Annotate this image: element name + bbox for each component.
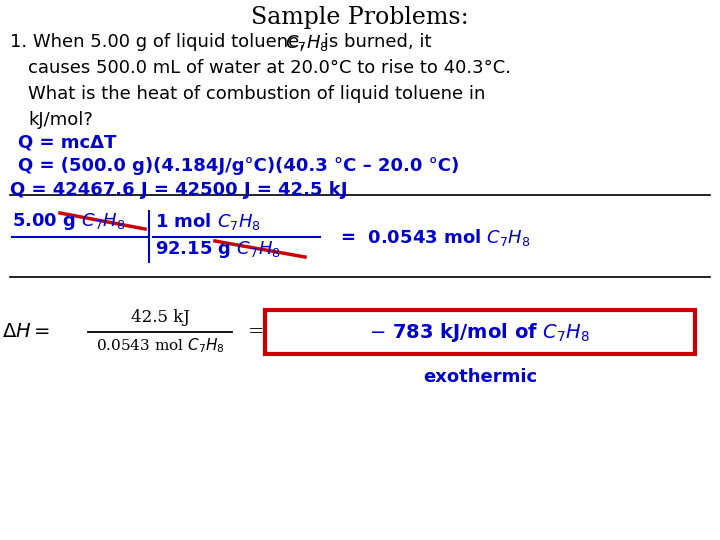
- Text: exothermic: exothermic: [423, 368, 537, 386]
- Text: is burned, it: is burned, it: [318, 33, 431, 51]
- Text: Q = 42467.6 J = 42500 J = 42.5 kJ: Q = 42467.6 J = 42500 J = 42.5 kJ: [10, 181, 348, 199]
- Text: Q = (500.0 g)(4.184J/g°C)(40.3 °C – 20.0 °C): Q = (500.0 g)(4.184J/g°C)(40.3 °C – 20.0…: [18, 157, 459, 175]
- Text: 5.00 g $C_7H_8$: 5.00 g $C_7H_8$: [12, 211, 126, 232]
- Text: Q = mcΔT: Q = mcΔT: [18, 133, 117, 151]
- Text: =: =: [248, 323, 264, 341]
- Text: Sample Problems:: Sample Problems:: [251, 6, 469, 29]
- Text: $\Delta H =$: $\Delta H =$: [2, 323, 50, 341]
- Text: causes 500.0 mL of water at 20.0°C to rise to 40.3°C.: causes 500.0 mL of water at 20.0°C to ri…: [28, 59, 511, 77]
- Text: 42.5 kJ: 42.5 kJ: [130, 309, 189, 327]
- Text: $C_7H_8$: $C_7H_8$: [285, 33, 329, 53]
- Text: 1 mol $C_7H_8$: 1 mol $C_7H_8$: [155, 211, 261, 232]
- Text: 92.15 g $C_7H_8$: 92.15 g $C_7H_8$: [155, 239, 281, 260]
- Text: 1. When 5.00 g of liquid toluene,: 1. When 5.00 g of liquid toluene,: [10, 33, 311, 51]
- Text: $-$ 783 kJ/mol of $C_7H_8$: $-$ 783 kJ/mol of $C_7H_8$: [369, 321, 590, 343]
- Text: =  0.0543 mol $C_7H_8$: = 0.0543 mol $C_7H_8$: [340, 226, 531, 247]
- Text: What is the heat of combustion of liquid toluene in: What is the heat of combustion of liquid…: [28, 85, 485, 103]
- Text: kJ/mol?: kJ/mol?: [28, 111, 93, 129]
- Text: 0.0543 mol $C_7H_8$: 0.0543 mol $C_7H_8$: [96, 336, 225, 355]
- FancyBboxPatch shape: [265, 310, 695, 354]
